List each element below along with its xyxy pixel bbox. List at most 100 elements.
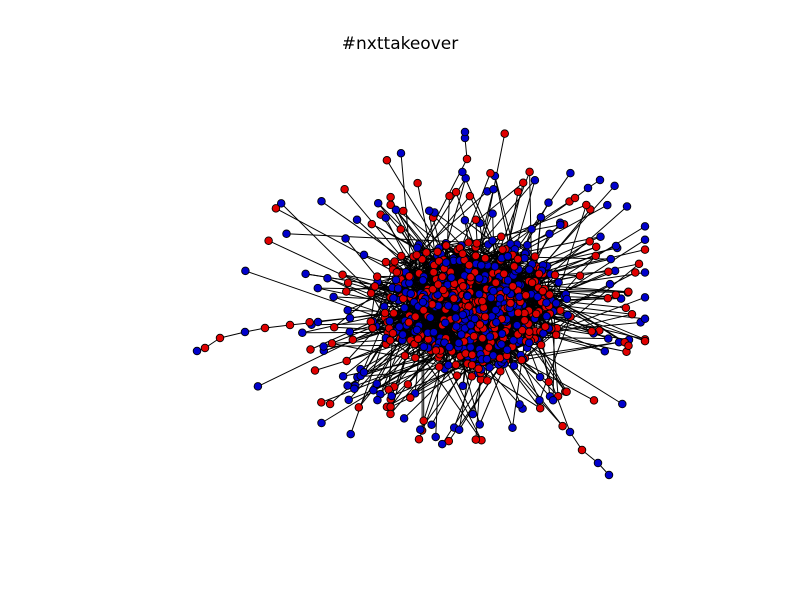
graph-node-blue — [618, 399, 627, 409]
graph-node-red — [354, 403, 364, 412]
graph-node-blue — [545, 229, 554, 239]
graph-node-blue — [418, 276, 428, 285]
graph-node-red — [478, 296, 487, 306]
graph-node-blue — [491, 305, 500, 315]
graph-node-blue — [416, 425, 425, 434]
graph-node-blue — [427, 420, 436, 430]
graph-node-blue — [350, 384, 359, 394]
graph-node-red — [570, 193, 580, 203]
graph-node-red — [469, 331, 479, 341]
graph-node-blue — [451, 313, 461, 322]
graph-node-blue — [477, 261, 486, 270]
graph-node-red — [380, 308, 390, 318]
figure-title: #nxttakeover — [341, 34, 459, 54]
graph-node-red — [449, 294, 459, 303]
graph-node-red — [342, 287, 351, 296]
graph-node-blue — [317, 197, 326, 206]
graph-node-red — [499, 269, 509, 279]
graph-node-red — [396, 225, 406, 234]
graph-node-red — [556, 306, 565, 315]
graph-node-red — [462, 154, 472, 164]
graph-node-blue — [488, 236, 497, 245]
graph-node-blue — [345, 327, 355, 337]
graph-node-red — [467, 360, 477, 370]
graph-node-red — [464, 260, 474, 270]
graph-node-red — [575, 271, 585, 280]
graph-node-red — [433, 247, 442, 257]
graph-node-red — [471, 251, 481, 261]
graph-node-red — [480, 253, 490, 263]
graph-node-blue — [611, 241, 621, 251]
graph-node-blue — [441, 258, 451, 267]
graph-node-red — [441, 241, 451, 250]
graph-node-red — [551, 330, 561, 340]
graph-node-blue — [508, 423, 517, 432]
graph-node-red — [534, 269, 544, 279]
graph-node-blue — [563, 310, 572, 320]
graph-node-red — [603, 293, 613, 303]
graph-node-red — [498, 245, 507, 254]
graph-node-blue — [298, 328, 307, 337]
graph-node-blue — [301, 269, 310, 279]
graph-node-blue — [640, 293, 650, 302]
graph-node-red — [342, 356, 351, 366]
graph-node-red — [305, 317, 314, 327]
graph-node-red — [348, 335, 358, 344]
graph-node-red — [285, 320, 295, 330]
graph-node-red — [340, 184, 349, 194]
graph-node-red — [438, 272, 447, 281]
graph-node-red — [464, 238, 473, 247]
graph-node-blue — [515, 400, 524, 409]
graph-node-blue — [412, 325, 422, 335]
graph-node-red — [368, 323, 377, 333]
graph-node-red — [532, 309, 541, 319]
graph-node-red — [520, 316, 529, 325]
graph-node-blue — [400, 303, 409, 313]
graph-node-red — [451, 187, 461, 197]
graph-node-red — [389, 308, 398, 318]
graph-node-red — [530, 252, 540, 261]
graph-node-blue — [338, 372, 348, 381]
graph-node-blue — [396, 148, 406, 158]
graph-node-red — [521, 291, 531, 300]
graph-node-blue — [369, 386, 378, 395]
graph-node-blue — [441, 318, 450, 328]
graph-node-red — [271, 204, 281, 213]
graph-edge — [443, 204, 587, 261]
graph-node-red — [413, 178, 422, 188]
graph-node-blue — [606, 254, 616, 264]
graph-node-red — [370, 282, 380, 291]
graph-node-red — [471, 215, 481, 224]
graph-node-blue — [393, 284, 403, 293]
graph-node-red — [471, 435, 481, 444]
graph-node-red — [388, 328, 398, 338]
graph-node-red — [411, 312, 420, 321]
graph-node-blue — [595, 175, 605, 185]
graph-node-blue — [458, 167, 467, 177]
graph-node-blue — [381, 213, 391, 222]
graph-node-red — [509, 262, 519, 271]
graph-node-red — [558, 421, 567, 431]
graph-node-blue — [640, 314, 650, 324]
graph-node-red — [506, 298, 515, 308]
graph-node-blue — [463, 291, 472, 301]
graph-node-blue — [512, 320, 522, 330]
graph-node-red — [390, 257, 399, 266]
graph-node-red — [405, 272, 414, 281]
graph-node-red — [513, 254, 523, 264]
graph-node-blue — [503, 276, 513, 285]
graph-node-red — [474, 364, 483, 373]
graph-node-blue — [600, 347, 610, 356]
graph-node-blue — [429, 327, 439, 337]
graph-node-blue — [391, 205, 401, 215]
graph-node-blue — [497, 340, 506, 349]
graph-node-red — [215, 333, 225, 343]
graph-node-red — [260, 323, 270, 333]
graph-node-blue — [535, 372, 545, 382]
graph-node-red — [429, 267, 438, 277]
graph-node-blue — [323, 273, 332, 283]
graph-edge — [521, 272, 636, 331]
graph-node-red — [518, 178, 528, 187]
graph-node-red — [611, 290, 621, 300]
